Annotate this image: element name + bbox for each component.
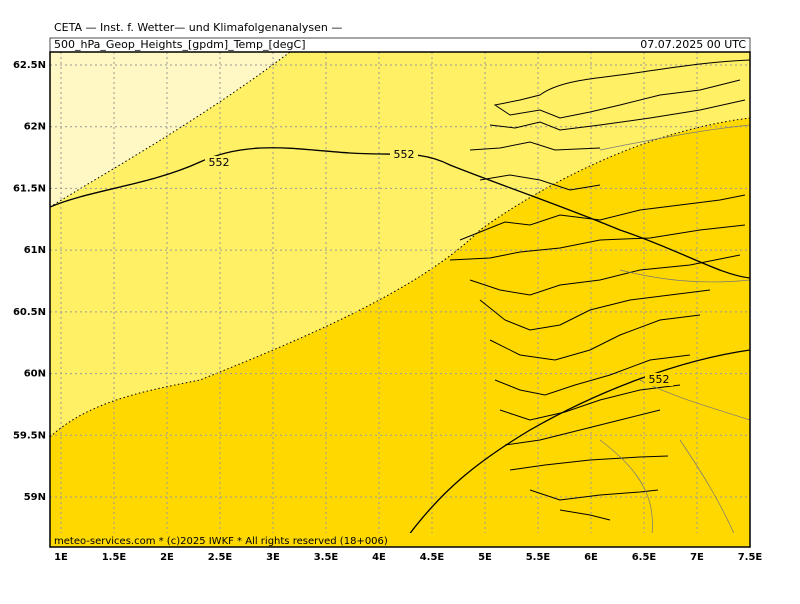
lon-tick-label: 4.5E (420, 552, 445, 563)
lon-tick-label: 3.5E (314, 552, 339, 563)
valid-time: 07.07.2025 00 UTC (640, 38, 746, 51)
temp-zone-cool (50, 52, 290, 207)
lat-tick-label: 59N (24, 492, 46, 503)
lat-tick-label: 62N (24, 122, 46, 133)
lon-tick-label: 1.5E (102, 552, 127, 563)
contour-label: 552 (649, 373, 670, 386)
isotherm (50, 117, 750, 438)
map-area: 552 552 552 meteo-services.com * (c)2025… (50, 52, 750, 547)
lat-tick-label: 61N (24, 245, 46, 256)
lon-tick-label: 2E (160, 552, 174, 563)
contour-label: 552 (394, 148, 415, 161)
lon-tick-label: 6E (584, 552, 598, 563)
lon-tick-label: 5.5E (526, 552, 551, 563)
lat-tick-label: 60N (24, 369, 46, 380)
contour-label: 552 (209, 156, 230, 169)
coastline (449, 59, 750, 521)
border (599, 124, 750, 547)
map-frame (49, 51, 751, 548)
title: CETA — Inst. f. Wetter— und Klimafolgena… (54, 21, 342, 34)
lon-tick-label: 6.5E (632, 552, 657, 563)
footer-bg (50, 533, 750, 547)
temp-zone-mid (50, 52, 750, 437)
lon-tick-label: 5E (478, 552, 492, 563)
lat-tick-label: 60.5N (13, 307, 46, 318)
label-bg (390, 148, 418, 161)
lat-tick-label: 61.5N (13, 183, 46, 194)
lon-tick-label: 7.5E (738, 552, 763, 563)
footer: meteo-services.com * (c)2025 IWKF * All … (54, 536, 388, 547)
lon-tick-label: 3E (266, 552, 280, 563)
height-contour (399, 349, 750, 547)
label-bg (645, 373, 673, 386)
lon-tick-label: 2.5E (208, 552, 233, 563)
subtitle: 500_hPa_Geop_Heights_[gpdm]_Temp_[degC] (54, 38, 306, 51)
lon-tick-label: 4E (372, 552, 386, 563)
lat-tick-label: 62.5N (13, 60, 46, 71)
lat-tick-label: 59.5N (13, 430, 46, 441)
lon-tick-label: 7E (690, 552, 704, 563)
label-bg (205, 156, 233, 169)
isotherm (50, 52, 291, 208)
lon-tick-label: 1E (54, 552, 68, 563)
